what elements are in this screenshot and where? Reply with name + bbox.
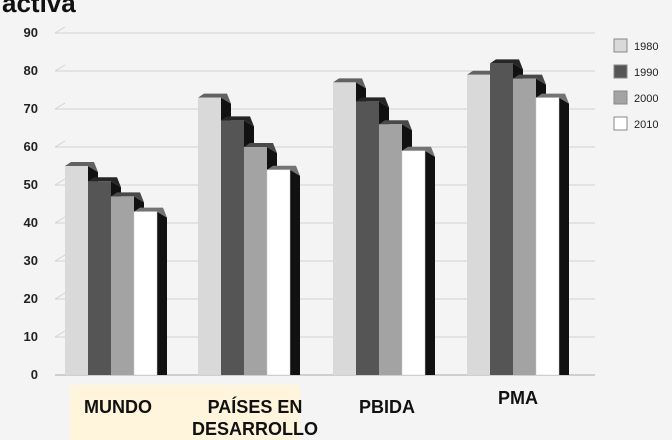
legend-label: 2010 [634,119,658,131]
y-tick-label: 60 [24,139,38,154]
category-label: MUNDO [84,397,152,417]
category-label: PAÍSES EN DESARROLLO [192,396,318,439]
y-tick-label: 40 [24,215,38,230]
bar-front [535,97,560,376]
bar-top [134,207,167,218]
gridline-depth [54,140,66,148]
legend-swatch [613,116,628,131]
bar-top [267,165,300,176]
bar-front [266,169,291,376]
bar [133,207,167,376]
bar-top [333,78,366,89]
bar-front [111,196,134,375]
legend: 1980 1990 2000 2010 [613,38,658,131]
legend-swatch [613,38,628,53]
bar-side [425,150,435,375]
bar-top [221,116,254,127]
bar-front [333,82,356,376]
legend-label: 2000 [634,93,658,105]
bar-front [490,63,513,376]
bar-top [402,146,435,157]
y-tick-label: 10 [24,329,38,344]
bar-front [88,181,111,375]
category-label-band [70,385,300,440]
legend-item: 1980 [613,38,658,53]
bar-front [513,78,536,375]
legend-swatch [613,90,628,105]
bar [535,93,569,376]
bar-front [221,120,244,376]
bar-top [490,59,523,70]
y-tick-label: 90 [24,25,38,40]
legend-item: 2000 [613,90,658,105]
legend-label: 1990 [634,67,658,79]
category-label: PBIDA [359,397,415,417]
chart-title: activa [2,0,76,18]
bar-front [133,211,158,376]
y-tick-label: 70 [24,101,38,116]
legend-swatch [613,64,628,79]
bar-front [401,150,426,376]
gridline-depth [54,216,66,224]
category-label: PMA [498,388,538,408]
bar-top [198,93,231,104]
gridline-depth [54,254,66,262]
legend-label: 1980 [634,41,658,53]
bar-top [356,97,389,108]
category-labels: MUNDO PAÍSES EN DESARROLLO PBIDA PMA [84,388,538,439]
gridline-depth [54,26,66,34]
bar-front [65,166,88,375]
bars [65,59,569,376]
gridline-depth [54,64,66,72]
bar [266,165,300,376]
bar-side [559,97,569,375]
y-tick-label: 0 [31,367,38,382]
bar-front [379,124,402,375]
bar-front [356,101,379,376]
y-tick-label: 20 [24,291,38,306]
gridline-depth [54,102,66,110]
y-tick-label: 30 [24,253,38,268]
y-tick-label: 80 [24,63,38,78]
bar-top [536,93,569,104]
legend-item: 1990 [613,64,658,79]
gridline-depth [54,292,66,300]
bar-top [244,143,277,153]
bar-top [65,162,98,172]
bar-top [513,74,546,85]
gridline-depth [54,178,66,186]
bar-top [88,177,121,188]
bar-front [467,74,490,376]
y-axis: 0 10 20 30 40 50 60 70 80 90 [24,25,38,382]
bar-front [198,97,221,375]
y-tick-label: 50 [24,177,38,192]
bar-side [157,211,167,375]
bar-front [244,147,267,375]
gridline-depth [54,330,66,338]
bar-top [379,120,412,131]
bar-top [111,192,144,203]
bar [401,146,435,376]
legend-item: 2010 [613,116,658,131]
bar-side [290,169,300,375]
